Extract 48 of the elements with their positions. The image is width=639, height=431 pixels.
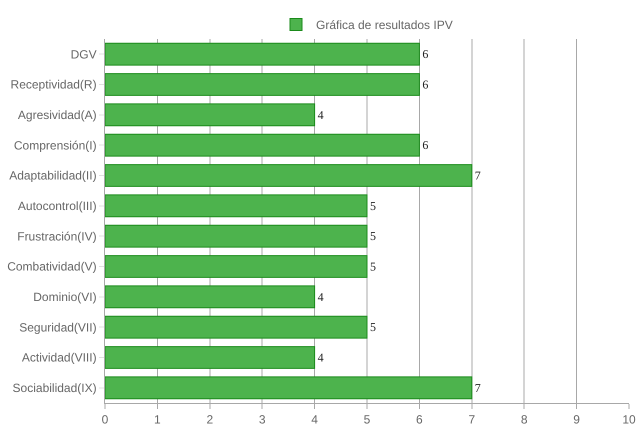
data-label: 5 [370,320,376,334]
bar [105,42,420,66]
x-tick-label: 10 [622,412,636,426]
data-label: 4 [318,108,324,122]
data-label: 6 [422,47,428,62]
bar [105,103,316,126]
y-tick-label: Comprensión(I) [14,138,97,152]
data-label: 6 [422,78,428,92]
data-label: 7 [474,380,481,395]
bar [105,224,368,248]
y-tick-label: Seguridad(VII) [19,320,97,334]
bar [105,194,368,218]
bar [105,255,368,278]
x-tick-label: 4 [311,412,318,426]
x-tick-label: 6 [416,412,424,426]
x-tick-label: 2 [206,412,214,426]
x-tick-label: 7 [468,412,476,426]
y-tick-label: Sociabilidad(IX) [12,381,97,396]
y-tick-label: Autocontrol(III) [18,199,97,214]
data-label: 6 [422,138,428,152]
data-label: 4 [318,290,324,304]
y-tick-label: Frustración(IV) [17,229,97,244]
bar [105,316,368,339]
y-tick-label: Receptividad(R) [10,78,97,92]
x-tick-label: 0 [102,412,109,426]
bar [105,376,472,400]
y-tick-label: Actividad(VIII) [22,350,97,365]
x-tick-label: 1 [154,412,162,426]
bar [105,346,316,369]
data-label: 5 [370,198,376,213]
x-tick-label: 8 [520,412,528,426]
y-tick-label: Adaptabilidad(II) [9,168,97,183]
data-label: 4 [318,350,324,364]
x-tick-label: 5 [364,412,371,426]
data-label: 5 [370,260,376,274]
data-label: 7 [474,168,481,182]
y-tick-label: Combatividad(V) [7,260,97,274]
legend-label: Gráfica de resultados IPV [316,18,453,32]
bar [105,285,316,308]
bar [105,73,420,96]
x-tick-label: 3 [258,412,266,426]
bar [105,134,420,157]
y-tick-label: Dominio(VI) [33,290,97,304]
bar [105,164,472,187]
data-label: 5 [370,229,376,244]
x-tick-label: 9 [573,412,580,426]
y-tick-label: DGV [70,47,97,62]
y-tick-label: Agresividad(A) [18,108,97,122]
